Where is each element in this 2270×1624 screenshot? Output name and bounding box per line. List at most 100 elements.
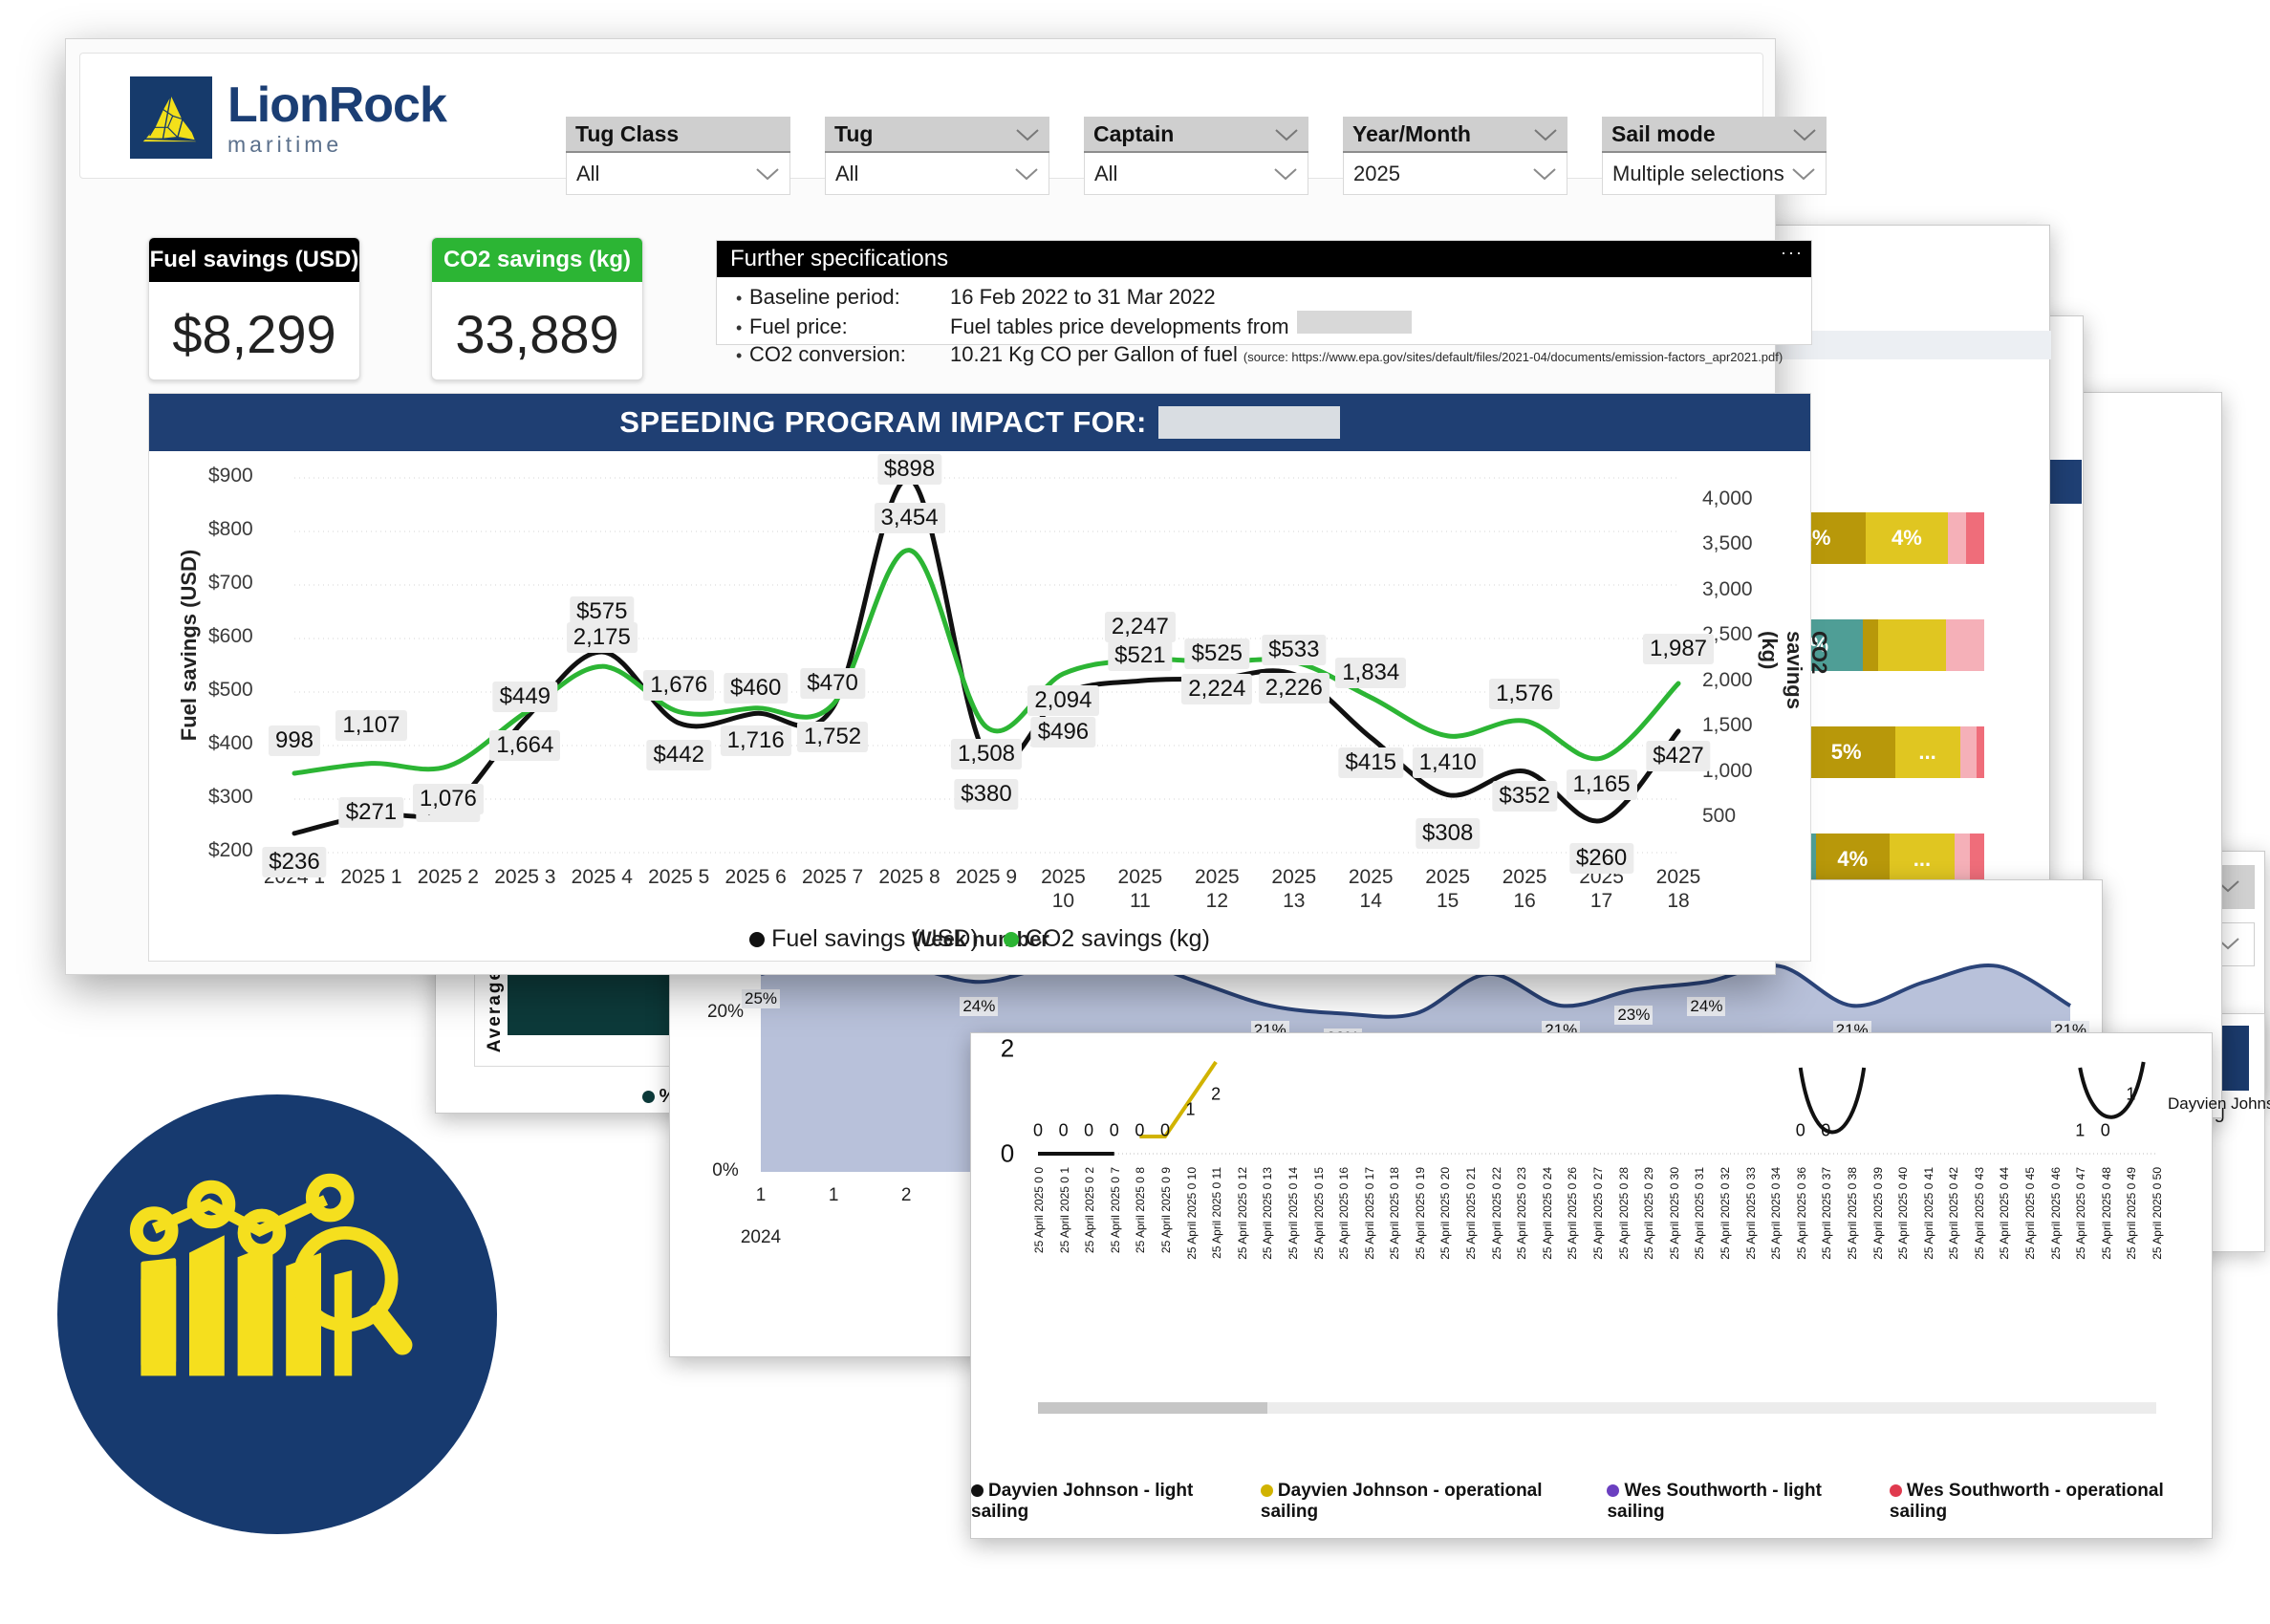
legend-marker — [1889, 1484, 1902, 1498]
y-axis-tick-left: $700 — [208, 572, 253, 594]
data-label: $575 — [570, 596, 635, 627]
data-label: 1,664 — [489, 729, 561, 761]
y-axis-tick-right: 2,500 — [1702, 623, 1753, 646]
spec-row: • CO2 conversion: 10.21 Kg CO per Gallon o… — [736, 340, 1798, 368]
x-axis-tick: 25 April 2025 0 33 — [1743, 1167, 1758, 1260]
chevron-down-icon — [1274, 121, 1299, 147]
scatter-point-label: 0 — [1821, 1120, 1831, 1140]
bar-segment: 4% — [1815, 834, 1890, 885]
background-window-scatter-chart[interactable]: 0 2 0 0 0 0 0 0 1 2 0 0 1 0 1 25 April 2025 0 0 25 April… — [970, 1032, 2270, 1539]
data-label: $898 — [876, 454, 942, 486]
filter-select[interactable]: 2025 — [1343, 153, 1567, 195]
legend-item[interactable]: Fuel savings (USD) — [749, 925, 979, 953]
bar-segment: 4% — [1866, 512, 1948, 564]
filter-tug[interactable]: Tug All — [825, 117, 1049, 195]
kpi-card-co2-savings[interactable]: CO2 savings (kg) 33,889 — [431, 237, 643, 380]
spec-value: 10.21 Kg CO per Gallon of fuel — [950, 342, 1238, 367]
bar-segment — [1965, 512, 1984, 564]
chevron-down-icon — [1014, 162, 1039, 186]
brand-name: LionRock — [227, 76, 447, 133]
x-axis-tick: 25 April 2025 0 34 — [1769, 1167, 1784, 1260]
y-axis-tick: 2 — [1000, 1033, 1015, 1063]
y-axis-tick-right: 3,000 — [1702, 577, 1753, 600]
main-dashboard-window[interactable]: LionRock maritime Tug Class All Tug All Capt… — [65, 38, 1831, 975]
data-label: 2,094 — [1027, 684, 1099, 716]
x-axis-tick: 25 April 2025 0 8 — [1134, 1167, 1148, 1254]
kpi-card-fuel-savings[interactable]: Fuel savings (USD) $8,299 — [148, 237, 360, 380]
data-label: 1,752 — [797, 722, 869, 753]
bar-segment: ... — [1889, 834, 1956, 885]
filter-sail-mode[interactable]: Sail mode Multiple selections — [1602, 117, 1827, 195]
filter-bar[interactable]: Tug Class All Tug All Captain All Year/Month 20… — [566, 117, 1827, 195]
scatter-point-label: 0 — [1795, 1120, 1805, 1140]
area-data-label: 23% — [1614, 1005, 1654, 1025]
legend-marker — [1607, 1484, 1620, 1498]
filter-year-month[interactable]: Year/Month 2025 — [1343, 117, 1567, 195]
x-axis-tick: 25 April 2025 0 50 — [2151, 1167, 2164, 1260]
bar-segment — [1877, 619, 1947, 671]
filter-title: Tug — [825, 117, 1049, 153]
y-axis-tick-left: $200 — [208, 839, 253, 861]
more-options-icon[interactable]: ··· — [1781, 243, 1804, 262]
x-axis-tick: 2025 7 — [801, 866, 864, 888]
area-data-label: 25% — [741, 988, 781, 1008]
bar-segment: 5% — [1797, 726, 1895, 778]
data-label: 998 — [268, 725, 321, 757]
scrollbar-thumb[interactable] — [1038, 1402, 1267, 1414]
header-card: LionRock maritime Tug Class All Tug All Capt… — [79, 53, 1827, 195]
horizontal-scrollbar[interactable] — [1038, 1402, 2156, 1414]
scatter-annotation: Dayvien Johnson - light sailing — [2168, 1094, 2270, 1113]
legend-item[interactable]: CO2 savings (kg) — [1003, 925, 1210, 953]
x-axis-tick: 25 April 2025 0 48 — [2099, 1167, 2113, 1260]
data-label: $442 — [646, 740, 711, 771]
x-axis-tick: 25 April 2025 0 29 — [1642, 1167, 1656, 1260]
x-axis-tick: 25 April 2025 0 41 — [1921, 1167, 1935, 1260]
bar-segment: ... — [1894, 726, 1960, 778]
data-label: 1,508 — [950, 738, 1023, 769]
x-axis-tick: 25 April 2025 0 21 — [1464, 1167, 1479, 1260]
filter-label: Tug Class — [575, 120, 680, 146]
x-axis-tick: 25 April 2025 0 26 — [1566, 1167, 1580, 1260]
filter-select[interactable]: All — [566, 153, 790, 195]
x-axis-tick: 25 April 2025 0 11 — [1210, 1167, 1224, 1259]
bar-segment — [1969, 834, 1985, 885]
scatter-point-label: 2 — [1211, 1084, 1221, 1104]
data-label: 1,676 — [643, 669, 715, 701]
filter-select[interactable]: Multiple selections — [1602, 153, 1827, 195]
x-axis-tick: 2 — [900, 1185, 912, 1205]
y-axis-tick-left: $800 — [208, 518, 253, 540]
legend-item[interactable]: Dayvien Johnson - operational sailing — [1260, 1481, 1543, 1522]
scatter-plot: 0 2 0 0 0 0 0 0 1 2 0 0 1 0 1 25 April 2025 0 0 25 April… — [971, 1033, 2270, 1538]
chevron-down-icon — [1015, 121, 1040, 147]
y-axis-title-left: Fuel savings (USD) — [177, 549, 202, 742]
filter-tug-class[interactable]: Tug Class All — [566, 117, 790, 195]
legend-item[interactable]: Dayvien Johnson - light sailing — [971, 1481, 1194, 1522]
chart-title-bar: SPEEDING PROGRAM IMPACT FOR: — [149, 394, 1810, 451]
filter-captain[interactable]: Captain All — [1084, 117, 1308, 195]
x-axis-tick: 25 April 2025 0 14 — [1286, 1167, 1300, 1260]
x-axis-tick: 25 April 2025 0 30 — [1667, 1167, 1681, 1260]
bullet-icon: • — [736, 346, 743, 366]
y-axis-tick-right: 2,000 — [1702, 668, 1753, 691]
data-label: 1,834 — [1335, 657, 1407, 688]
area-data-label: 24% — [960, 997, 999, 1017]
spec-value: Fuel tables price developments from — [950, 314, 1289, 339]
y-axis-tick-right: 3,500 — [1702, 532, 1753, 555]
chart-title-text: SPEEDING PROGRAM IMPACT FOR: — [619, 405, 1147, 439]
brand-logo[interactable]: LionRock maritime — [130, 76, 447, 159]
filter-label: Sail mode — [1611, 120, 1716, 146]
filter-select[interactable]: All — [825, 153, 1049, 195]
filter-title: Sail mode — [1602, 117, 1827, 153]
legend-item[interactable]: Wes Southworth - light sailing — [1607, 1481, 1822, 1522]
bar-segment — [1862, 619, 1878, 671]
filter-label: Captain — [1093, 120, 1175, 146]
y-axis-tick-left: $500 — [208, 679, 253, 701]
data-label: 1,107 — [335, 709, 407, 741]
chart-legend: Fuel savings (USD) CO2 savings (kg) — [149, 925, 1810, 953]
legend-marker — [971, 1484, 984, 1498]
x-axis-tick: 1 — [755, 1185, 767, 1205]
x-axis-tick: 25 April 2025 0 47 — [2074, 1167, 2088, 1260]
x-axis-tick: 25 April 2025 0 32 — [1718, 1167, 1732, 1260]
legend-item[interactable]: Wes Southworth - operational sailing — [1889, 1481, 2164, 1522]
filter-select[interactable]: All — [1084, 153, 1308, 195]
